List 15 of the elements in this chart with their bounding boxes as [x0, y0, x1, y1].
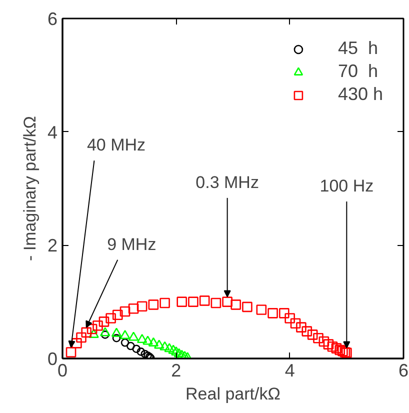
annotation: 100 Hz	[320, 176, 374, 196]
x-tick-label: 2	[171, 360, 182, 380]
legend-label: 45 h	[338, 38, 378, 59]
legend-label: 430 h	[338, 84, 383, 105]
y-axis-title: - Imaginary part/kΩ	[20, 116, 40, 261]
annotation: 40 MHz	[86, 136, 146, 155]
annotation: 9 MHz	[107, 234, 156, 254]
x-tick-label: 4	[284, 360, 295, 380]
annotation: 0.3 MHz	[196, 172, 259, 192]
y-tick-label: 2	[47, 236, 58, 256]
legend-label: 70 h	[338, 61, 378, 82]
x-tick-label: 6	[398, 360, 409, 380]
y-tick-label: 4	[47, 122, 58, 142]
y-tick-label: 6	[47, 9, 58, 29]
x-axis-title: Real part/kΩ	[186, 384, 280, 404]
